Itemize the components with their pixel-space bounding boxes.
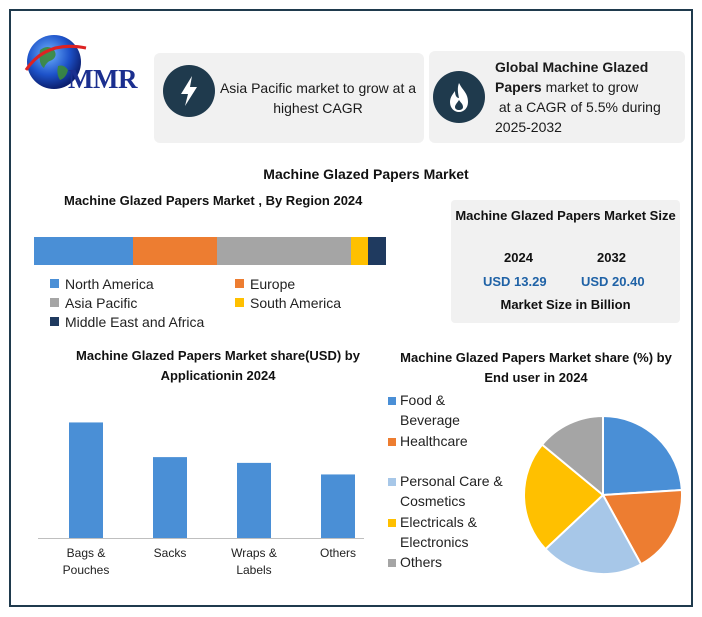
legend-label: Others (400, 554, 443, 570)
legend-swatch (50, 279, 59, 288)
highlight-bold: Global Machine Glazed Papers (495, 59, 649, 95)
legend-swatch (388, 478, 396, 486)
legend-swatch (388, 519, 396, 527)
application-bar (69, 422, 103, 538)
highlight-card-cagr: Global Machine Glazed Papers market to g… (429, 51, 685, 143)
pie-slice (601, 488, 683, 566)
legend-label: Cosmetics (400, 493, 466, 509)
enduser-legend-item: Food & Beverage (388, 390, 460, 430)
market-size-title: Machine Glazed Papers Market Size (455, 208, 676, 223)
application-bar (237, 462, 271, 538)
value-2032: USD 20.40 (581, 274, 645, 289)
application-bar (153, 457, 187, 538)
pie-slice (543, 493, 643, 575)
legend-swatch (388, 397, 396, 405)
legend-label: Personal Care & (400, 473, 503, 489)
legend-label: Beverage (400, 412, 460, 428)
highlight-text-cagr: Global Machine Glazed Papers market to g… (495, 57, 683, 137)
outer-frame (9, 9, 693, 607)
year-2024: 2024 (504, 250, 533, 265)
pie-slice (540, 414, 604, 498)
legend-swatch (388, 438, 396, 446)
enduser-legend-item: Personal Care & Cosmetics (388, 471, 503, 511)
region-legend-item: Asia Pacific (50, 295, 137, 311)
legend-label: South America (250, 295, 342, 311)
legend-label: Asia Pacific (65, 295, 138, 311)
region-legend-item: Europe (235, 276, 295, 292)
legend-swatch (235, 279, 244, 288)
enduser-legend-item: Others (388, 552, 443, 572)
legend-label: Healthcare (400, 433, 468, 449)
lightning-bolt-icon (163, 65, 215, 117)
region-segment-2 (217, 237, 351, 265)
highlight-line2: at a CAGR of 5.5% during (498, 99, 661, 115)
region-chart-title: Machine Glazed Papers Market , By Region… (64, 193, 363, 208)
application-tick-label: Wraps & (231, 546, 277, 560)
region-stacked-bar (34, 237, 386, 265)
enduser-chart-title: Machine Glazed Papers Market share (%) b… (400, 350, 672, 385)
application-tick-label: Others (320, 546, 356, 560)
legend-swatch (50, 298, 59, 307)
value-2024: USD 13.29 (483, 274, 547, 289)
legend-label: North America (65, 276, 154, 292)
pie-slice (602, 414, 683, 497)
legend-swatch (235, 298, 244, 307)
region-segment-3 (350, 237, 369, 265)
application-chart-title: Machine Glazed Papers Market share(USD) … (76, 348, 360, 383)
highlight-text-asia: Asia Pacific market to grow at a highest… (219, 80, 417, 116)
legend-label: Electricals & (400, 514, 478, 530)
application-tick-label: Labels (236, 563, 271, 577)
legend-swatch (388, 559, 396, 567)
application-bar-chart: Bags & Pouches Sacks Wraps & Labels Others (38, 422, 364, 577)
legend-label: Middle East and Africa (65, 314, 205, 330)
pie-slice (523, 443, 605, 551)
highlight-card-asia: Asia Pacific market to grow at a highest… (154, 53, 424, 143)
region-legend-item: North America (50, 276, 154, 292)
application-tick-label: Sacks (154, 546, 187, 560)
application-tick-label: Pouches (63, 563, 110, 577)
region-legend-item: South America (235, 295, 341, 311)
region-segment-4 (368, 237, 386, 265)
market-size-card: Machine Glazed Papers Market Size 2024 2… (451, 200, 680, 323)
year-2032: 2032 (597, 250, 626, 265)
legend-label: Food & (400, 392, 446, 408)
region-legend-item: Middle East and Africa (50, 314, 204, 330)
region-segment-0 (34, 237, 133, 265)
enduser-legend-item: Electricals & Electronics (388, 512, 478, 552)
region-segment-1 (132, 237, 218, 265)
flame-icon (433, 71, 485, 123)
application-bar (321, 474, 355, 538)
enduser-legend-item: Healthcare (388, 431, 468, 451)
application-tick-label: Bags & (67, 546, 106, 560)
highlight-line1: market to grow (541, 79, 639, 95)
legend-label: Electronics (400, 534, 469, 550)
market-size-footer: Market Size in Billion (500, 297, 631, 312)
mmr-logo: MMR (22, 30, 147, 102)
legend-label: Europe (250, 276, 296, 292)
logo-text: MMR (68, 64, 137, 94)
legend-swatch (50, 317, 59, 326)
main-title: Machine Glazed Papers Market (263, 166, 469, 182)
globe-icon (24, 35, 87, 89)
highlight-line3: 2025-2032 (495, 119, 562, 135)
enduser-pie-chart (523, 414, 683, 575)
